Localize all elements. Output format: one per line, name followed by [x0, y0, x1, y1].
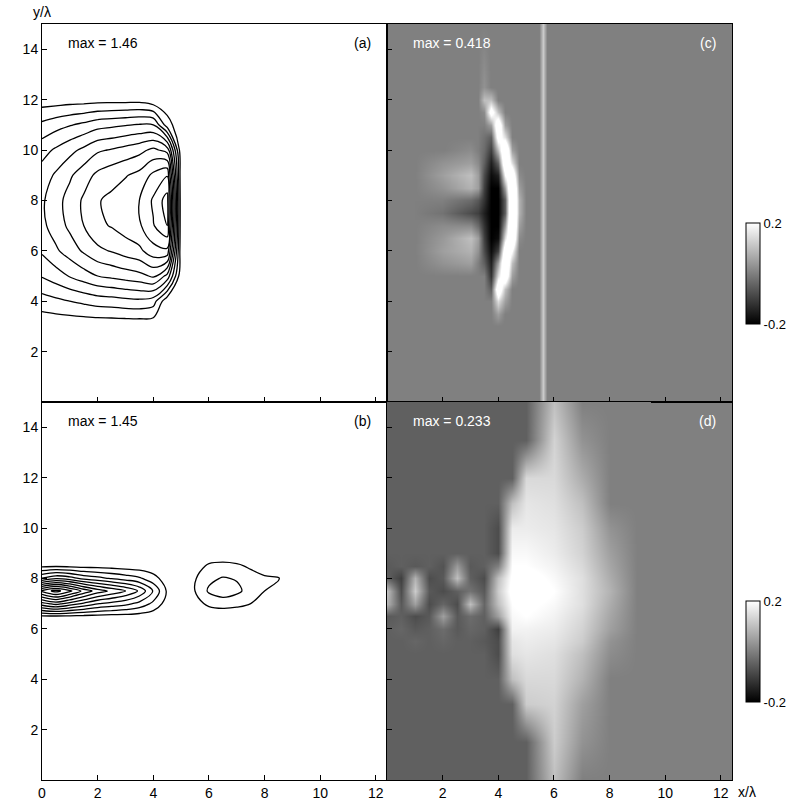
svg-text:2: 2 [439, 785, 447, 801]
svg-text:2: 2 [94, 785, 102, 801]
svg-text:(c): (c) [700, 35, 716, 51]
svg-text:0.2: 0.2 [764, 216, 782, 231]
svg-text:4: 4 [149, 785, 157, 801]
svg-text:8: 8 [30, 192, 38, 208]
svg-text:0.2: 0.2 [764, 594, 782, 609]
svg-text:0: 0 [38, 785, 46, 801]
svg-text:max = 0.418: max = 0.418 [413, 35, 491, 51]
svg-text:14: 14 [23, 41, 39, 57]
svg-text:12: 12 [23, 470, 39, 486]
svg-text:(d): (d) [699, 413, 716, 429]
svg-text:-0.2: -0.2 [764, 695, 786, 710]
svg-text:6: 6 [550, 785, 558, 801]
svg-text:max = 1.46: max = 1.46 [68, 35, 138, 51]
svg-text:12: 12 [23, 92, 39, 108]
svg-text:12: 12 [713, 785, 729, 801]
svg-text:6: 6 [30, 621, 38, 637]
svg-text:(a): (a) [354, 35, 371, 51]
svg-text:8: 8 [261, 785, 269, 801]
svg-text:2: 2 [30, 722, 38, 738]
svg-text:2: 2 [30, 344, 38, 360]
svg-text:x/λ: x/λ [738, 784, 756, 800]
svg-text:12: 12 [368, 785, 384, 801]
svg-text:8: 8 [30, 570, 38, 586]
svg-text:10: 10 [312, 785, 328, 801]
svg-text:6: 6 [30, 243, 38, 259]
svg-text:-0.2: -0.2 [764, 317, 786, 332]
svg-text:10: 10 [23, 520, 39, 536]
svg-text:4: 4 [30, 293, 38, 309]
svg-text:4: 4 [494, 785, 502, 801]
svg-text:(b): (b) [354, 413, 371, 429]
svg-text:4: 4 [30, 671, 38, 687]
svg-text:10: 10 [657, 785, 673, 801]
svg-text:8: 8 [606, 785, 614, 801]
svg-text:y/λ: y/λ [33, 4, 51, 20]
svg-text:14: 14 [23, 419, 39, 435]
svg-text:6: 6 [205, 785, 213, 801]
svg-text:max = 1.45: max = 1.45 [68, 413, 138, 429]
svg-text:10: 10 [23, 142, 39, 158]
svg-text:max = 0.233: max = 0.233 [413, 413, 491, 429]
